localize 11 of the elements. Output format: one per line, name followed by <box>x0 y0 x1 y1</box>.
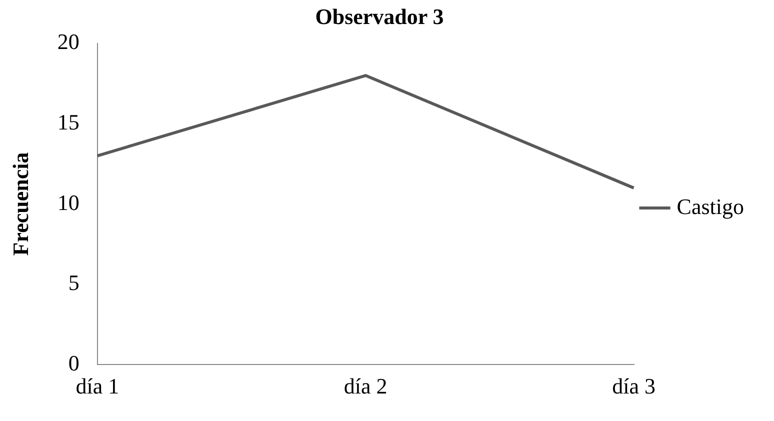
x-tick-label: día 2 <box>344 374 388 399</box>
x-tick-label: día 1 <box>76 374 120 399</box>
y-tick-label: 0 <box>68 350 80 376</box>
y-tick-label: 20 <box>57 29 80 54</box>
legend-label: Castigo <box>676 194 744 219</box>
y-tick-label: 10 <box>57 190 80 215</box>
y-tick-label: 5 <box>68 270 80 296</box>
y-axis-title: Frecuencia <box>8 152 33 256</box>
chart-title: Observador 3 <box>315 4 444 29</box>
x-tick-label: día 3 <box>612 374 656 399</box>
y-tick-label: 15 <box>57 109 80 134</box>
